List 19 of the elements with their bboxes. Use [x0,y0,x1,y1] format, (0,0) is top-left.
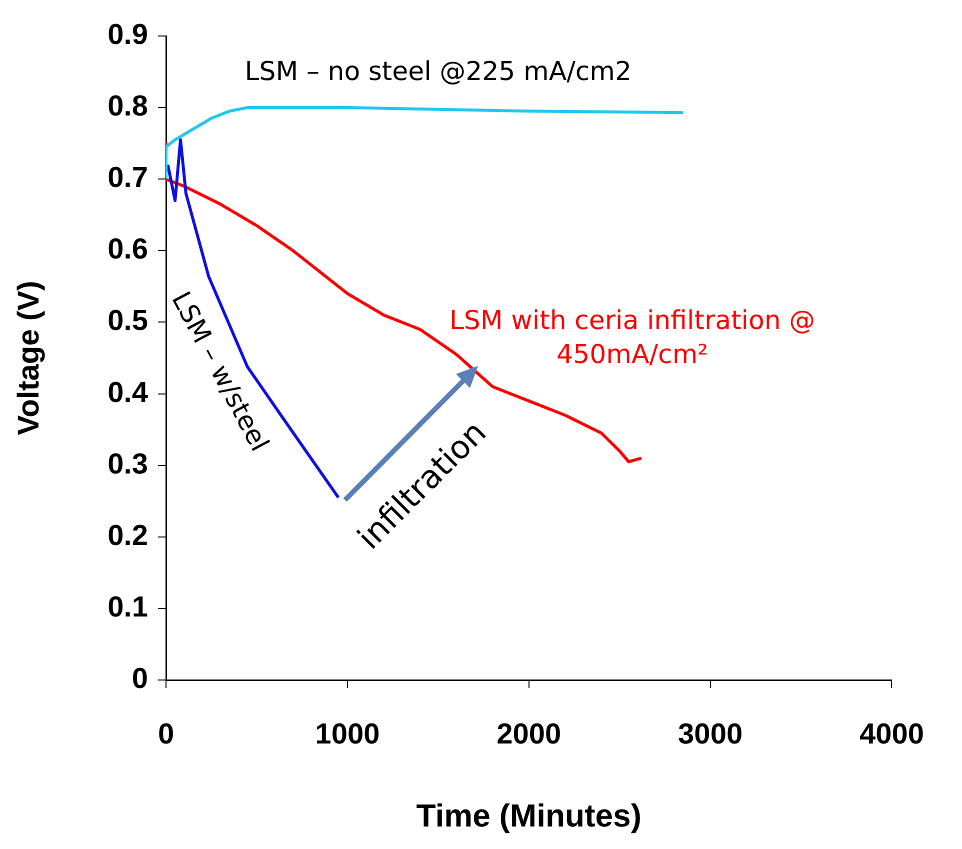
y-tick-label: 0.2 [108,520,148,552]
x-tick-label: 0 [158,718,174,750]
y-tick-label: 0.8 [108,90,148,123]
x-tick-label: 1000 [315,718,380,750]
series-label: LSM with ceria infiltration @ 450mA/cm² [449,306,816,370]
series-label: LSM – no steel @225 mA/cm2 [244,56,632,87]
x-axis-title: Time (Minutes) [416,798,642,834]
y-tick-label: 0.5 [108,305,148,338]
y-tick-label: 0.1 [108,591,148,624]
y-tick-label: 0.3 [108,448,148,480]
x-tick-label: 2000 [496,718,562,750]
x-tick-label: 3000 [678,718,743,750]
y-tick-label: 0 [132,663,148,695]
y-tick-label: 0.9 [108,19,148,51]
y-tick-label: 0.6 [108,234,148,266]
x-tick-label: 4000 [859,718,924,750]
y-tick-label: 0.7 [108,162,148,194]
y-axis-title: Voltage (V) [12,280,46,436]
y-tick-label: 0.4 [108,376,148,409]
